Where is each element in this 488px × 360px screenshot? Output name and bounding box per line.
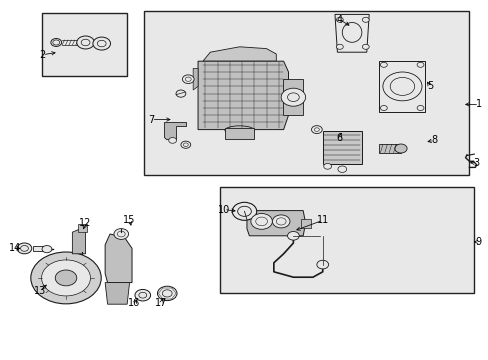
Text: 11: 11 xyxy=(316,215,328,225)
Text: 10: 10 xyxy=(217,204,230,215)
Circle shape xyxy=(176,90,185,97)
Circle shape xyxy=(394,144,406,153)
Polygon shape xyxy=(105,234,132,283)
Circle shape xyxy=(168,138,176,143)
Text: 15: 15 xyxy=(123,215,136,225)
Text: 5: 5 xyxy=(427,81,432,91)
Polygon shape xyxy=(378,61,425,112)
Circle shape xyxy=(114,229,128,239)
Circle shape xyxy=(162,290,172,297)
Polygon shape xyxy=(105,283,129,304)
Circle shape xyxy=(382,72,421,101)
Text: 17: 17 xyxy=(155,298,167,308)
Circle shape xyxy=(17,243,32,254)
Bar xyxy=(220,187,473,293)
Bar xyxy=(144,11,468,175)
Text: 6: 6 xyxy=(336,132,342,143)
Circle shape xyxy=(314,128,319,131)
Polygon shape xyxy=(246,211,305,236)
Text: 13: 13 xyxy=(34,286,46,296)
Ellipse shape xyxy=(51,39,61,46)
Bar xyxy=(224,128,254,139)
Circle shape xyxy=(31,252,101,304)
Circle shape xyxy=(77,36,94,49)
Circle shape xyxy=(276,218,285,225)
Ellipse shape xyxy=(342,23,361,42)
Circle shape xyxy=(272,215,289,228)
Polygon shape xyxy=(334,14,368,52)
Text: 4: 4 xyxy=(336,15,342,25)
Circle shape xyxy=(117,231,125,237)
Ellipse shape xyxy=(53,40,60,45)
Polygon shape xyxy=(282,79,303,115)
Circle shape xyxy=(42,246,52,253)
Text: 16: 16 xyxy=(128,298,141,308)
Text: 8: 8 xyxy=(430,135,436,145)
Text: 1: 1 xyxy=(475,99,481,109)
Text: 14: 14 xyxy=(8,243,21,253)
Polygon shape xyxy=(203,47,276,61)
Bar xyxy=(78,224,87,232)
Circle shape xyxy=(287,93,299,102)
Circle shape xyxy=(337,166,346,172)
Circle shape xyxy=(250,213,272,229)
Circle shape xyxy=(81,39,90,46)
Text: 2: 2 xyxy=(40,50,45,60)
Circle shape xyxy=(281,88,305,106)
Text: 3: 3 xyxy=(472,158,478,168)
Polygon shape xyxy=(193,68,198,90)
Bar xyxy=(300,219,310,228)
Bar xyxy=(322,131,361,164)
Circle shape xyxy=(255,217,267,226)
Text: 9: 9 xyxy=(474,237,480,247)
Circle shape xyxy=(181,141,190,148)
Circle shape xyxy=(139,292,146,298)
Text: 7: 7 xyxy=(148,114,154,125)
Polygon shape xyxy=(198,61,288,130)
Circle shape xyxy=(380,62,386,67)
Circle shape xyxy=(316,260,328,269)
Circle shape xyxy=(416,62,423,67)
Circle shape xyxy=(311,126,322,134)
Circle shape xyxy=(97,40,106,47)
Circle shape xyxy=(362,44,368,49)
Bar xyxy=(41,13,127,76)
Polygon shape xyxy=(163,122,185,139)
Text: 12: 12 xyxy=(79,218,92,228)
Circle shape xyxy=(20,246,28,251)
Circle shape xyxy=(237,206,251,216)
Polygon shape xyxy=(72,229,85,254)
Circle shape xyxy=(185,77,191,81)
Circle shape xyxy=(389,77,414,95)
Circle shape xyxy=(55,270,77,286)
Circle shape xyxy=(183,143,188,147)
Circle shape xyxy=(336,17,343,22)
Circle shape xyxy=(380,105,386,111)
Circle shape xyxy=(157,286,177,301)
Circle shape xyxy=(287,231,299,240)
Circle shape xyxy=(336,44,343,49)
Circle shape xyxy=(93,37,110,50)
Circle shape xyxy=(135,289,150,301)
Circle shape xyxy=(41,260,90,296)
Bar xyxy=(33,246,43,251)
Circle shape xyxy=(182,75,194,84)
Bar xyxy=(378,144,400,153)
Circle shape xyxy=(416,105,423,111)
Circle shape xyxy=(362,17,368,22)
Circle shape xyxy=(323,163,331,169)
Ellipse shape xyxy=(224,126,254,135)
Circle shape xyxy=(232,202,256,220)
